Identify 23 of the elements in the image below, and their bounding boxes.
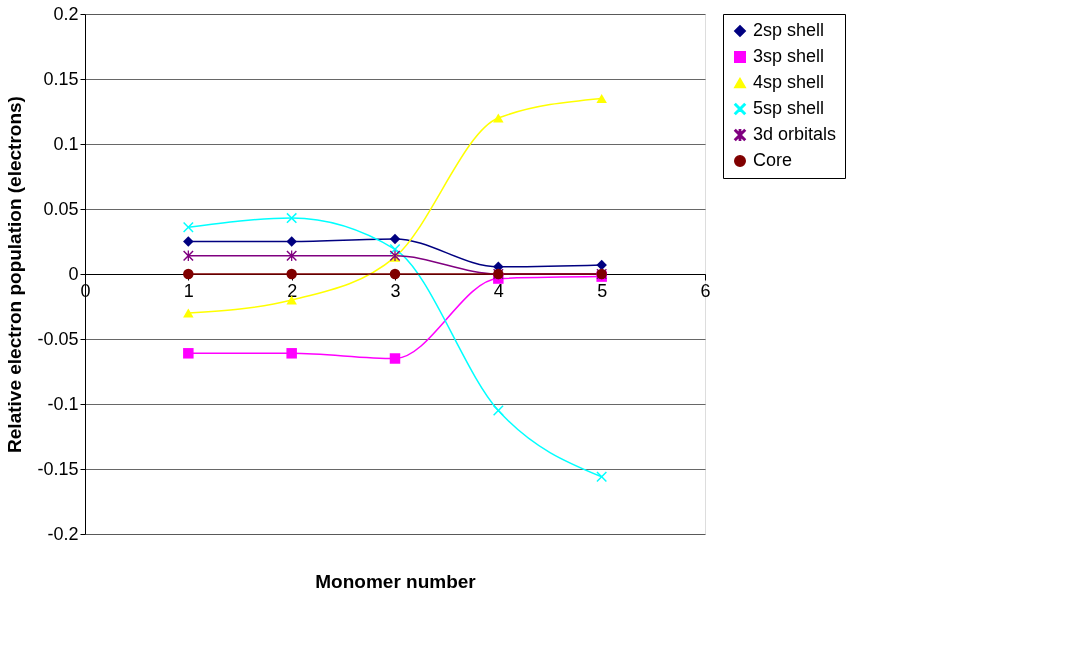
y-tick-label: 0.1: [53, 133, 79, 154]
x-tick-label: 2: [287, 280, 298, 301]
x-axis-title: Monomer number: [315, 570, 477, 592]
x-tick-label: 4: [493, 280, 504, 301]
legend-label: 3d orbitals: [753, 124, 837, 144]
y-axis-title: Relative electron population (electrons): [4, 96, 26, 453]
legend-label: Core: [753, 150, 793, 170]
legend-label: 4sp shell: [753, 72, 825, 92]
y-tick-label: 0.2: [53, 3, 79, 24]
x-tick-label: 6: [700, 280, 711, 301]
y-tick-label: 0: [68, 263, 79, 284]
y-tick-label: -0.2: [47, 523, 79, 544]
x-tick-label: 5: [597, 280, 608, 301]
y-tick-label: -0.05: [37, 328, 79, 349]
legend-label: 2sp shell: [753, 20, 825, 40]
y-tick-label: 0.15: [43, 68, 79, 89]
y-tick-label: -0.15: [37, 458, 79, 479]
legend-label: 5sp shell: [753, 98, 825, 118]
x-tick-label: 3: [390, 280, 401, 301]
legend-label: 3sp shell: [753, 46, 825, 66]
y-tick-label: -0.1: [47, 393, 79, 414]
x-tick-label: 1: [183, 280, 194, 301]
y-tick-label: 0.05: [43, 198, 79, 219]
